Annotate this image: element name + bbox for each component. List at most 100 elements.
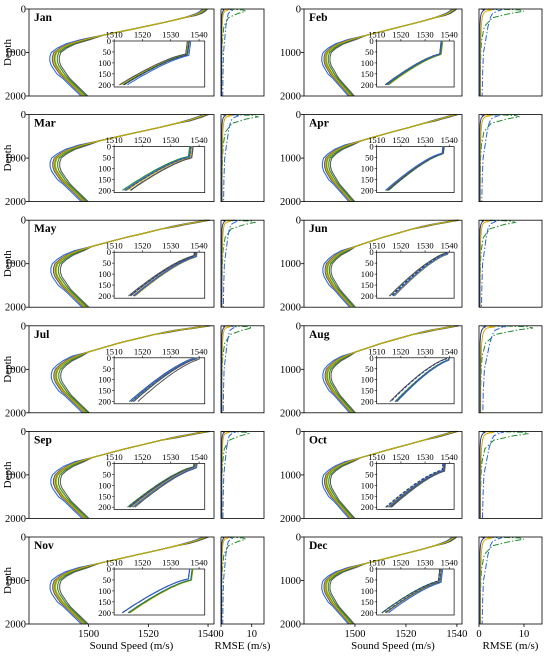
inset-profile-line: [120, 41, 189, 86]
inset-x-tick-label: 1510: [106, 135, 123, 145]
rmse-line: [481, 219, 498, 308]
inset-x-tick-label: 1510: [106, 30, 123, 40]
inset-y-tick-label: 50: [365, 575, 374, 585]
inset-profile-line: [388, 463, 445, 508]
rmse-line: [221, 430, 251, 519]
inset-y-tick-label: 150: [361, 491, 374, 501]
inset-profile-line: [390, 357, 448, 402]
inset-profile-line: [129, 357, 197, 402]
inset-y-tick-label: 100: [361, 269, 374, 279]
rmse-line: [479, 114, 520, 202]
rmse-line: [479, 325, 487, 413]
profile-line: [329, 430, 459, 519]
inset-profile-line: [133, 252, 198, 297]
rmse-line: [480, 325, 496, 413]
inset-profile-line: [385, 41, 443, 86]
rmse-line: [221, 536, 247, 624]
profile-line: [59, 536, 209, 625]
speed-tick-label: 1500: [344, 629, 365, 640]
inset-y-tick-label: 50: [365, 469, 374, 479]
depth-tick-label: 0: [21, 427, 26, 438]
rmse-axes-frame: [220, 8, 265, 97]
inset-x-tick-label: 1520: [392, 452, 409, 462]
depth-tick-label: 0: [296, 110, 301, 121]
inset-y-tick-label: 100: [361, 375, 374, 385]
month-label: Jul: [34, 329, 49, 341]
inset-profile-line: [123, 41, 190, 86]
inset-x-tick-label: 1530: [416, 241, 433, 251]
rmse-line: [223, 114, 240, 202]
inset-x-tick-label: 1540: [441, 346, 458, 356]
speed-tick-label: 1540: [198, 629, 219, 640]
inset-x-tick-label: 1520: [134, 241, 151, 251]
inset-y-tick-label: 0: [107, 458, 111, 468]
speed-tick-label: 1540: [446, 629, 467, 640]
inset-profile-line: [390, 463, 446, 508]
inset-frame: [113, 568, 206, 616]
rmse-line: [479, 219, 485, 308]
inset-x-tick-label: 1510: [368, 452, 385, 462]
inset-y-tick-label: 150: [98, 280, 111, 290]
profile-line: [54, 325, 208, 414]
inset-x-tick-label: 1510: [368, 135, 385, 145]
inset-plot-area: [389, 252, 449, 297]
inset-y-tick-label: 150: [361, 280, 374, 290]
rmse-line: [479, 8, 486, 96]
depth-tick-label: 2000: [5, 197, 26, 208]
inset-profile-line: [396, 357, 450, 402]
inset-profile-line: [119, 41, 188, 86]
depth-tick-label: 0: [21, 321, 26, 332]
inset-y-tick-label: 200: [98, 80, 111, 90]
month-label: Mar: [34, 118, 56, 130]
depth-tick-label: 2000: [5, 408, 26, 419]
month-label: Oct: [309, 434, 327, 446]
rmse-line: [221, 536, 225, 624]
inset-y-tick-label: 200: [361, 502, 374, 512]
rmse-line: [222, 430, 237, 519]
inset-profile-line: [129, 569, 194, 614]
rmse-tick-label: 0: [476, 629, 481, 640]
inset-y-tick-label: 0: [107, 353, 111, 363]
inset-x-tick-label: 1540: [190, 558, 207, 568]
inset-y-tick-label: 50: [103, 153, 112, 163]
rmse-axes-frame: [220, 114, 265, 202]
depth-tick-label: 1000: [5, 365, 26, 376]
depth-tick-label: 0: [296, 533, 301, 544]
y-axis-label: Depth: [2, 355, 14, 382]
inset-x-tick-label: 1520: [134, 452, 151, 462]
profile-line: [325, 430, 456, 519]
inset-profile-line: [126, 146, 193, 191]
rmse-axes-frame: [478, 536, 543, 625]
inset-x-tick-label: 1530: [162, 241, 179, 251]
inset-x-tick-label: 1540: [441, 452, 458, 462]
inset-y-tick-label: 150: [98, 386, 111, 396]
rmse-line: [481, 8, 502, 97]
inset-x-tick-label: 1520: [134, 135, 151, 145]
rmse-line: [221, 8, 247, 96]
speed-tick-label: 1520: [138, 629, 159, 640]
inset-profile-line: [388, 569, 444, 614]
inset-plot-area: [385, 146, 445, 191]
inset-x-tick-label: 1530: [416, 558, 433, 568]
x-axis-label-rmse: RMSE (m/s): [215, 640, 271, 652]
inset-frame: [376, 357, 455, 405]
inset-profile-line: [381, 569, 441, 614]
depth-tick-label: 0: [296, 427, 301, 438]
rmse-line: [479, 536, 525, 624]
depth-tick-label: 2000: [280, 408, 301, 419]
rmse-line: [221, 114, 260, 202]
inset-y-tick-label: 100: [361, 480, 374, 490]
inset-y-tick-label: 150: [361, 597, 374, 607]
inset-profile-line: [128, 569, 193, 614]
inset-x-tick-label: 1540: [190, 452, 207, 462]
inset-x-tick-label: 1510: [368, 346, 385, 356]
inset-y-tick-label: 200: [98, 185, 111, 195]
inset-y-tick-label: 0: [107, 564, 111, 574]
inset-y-tick-label: 200: [361, 397, 374, 407]
rmse-axes-frame: [220, 219, 265, 308]
depth-tick-label: 0: [21, 5, 26, 16]
inset-x-tick-label: 1510: [368, 30, 385, 40]
inset-plot-area: [385, 463, 446, 508]
inset-x-tick-label: 1520: [134, 30, 151, 40]
rmse-line: [221, 325, 226, 413]
